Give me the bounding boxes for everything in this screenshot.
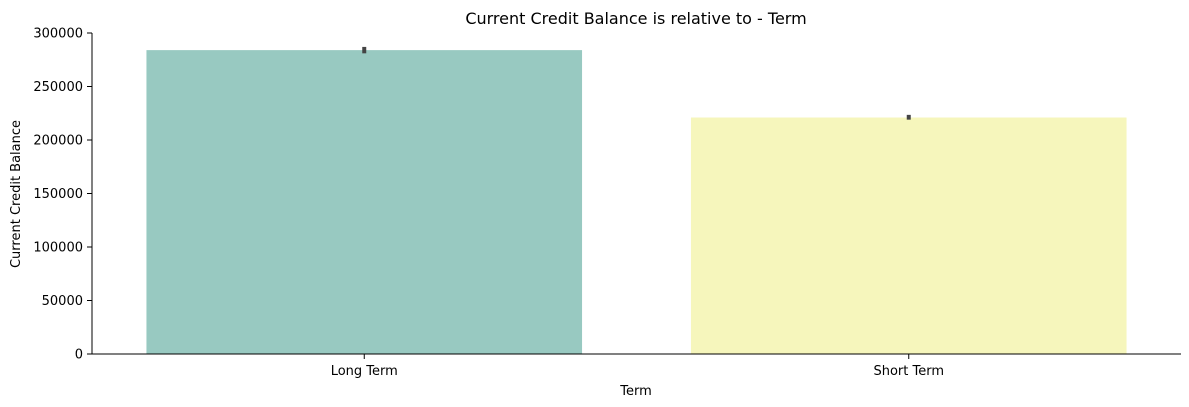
y-tick-label: 0	[75, 348, 83, 363]
y-axis-label: Current Credit Balance	[9, 120, 24, 268]
y-tick-label: 50000	[42, 294, 83, 309]
y-tick-label: 200000	[33, 134, 83, 149]
y-tick-label: 100000	[33, 241, 83, 256]
bar-short-term	[690, 117, 1127, 354]
x-tick-label: Long Term	[331, 364, 398, 379]
y-tick-label: 150000	[33, 187, 83, 202]
plot-area: 0 50000 100000 150000 200000 250000 300000 Long…	[33, 27, 1181, 379]
y-tick-label: 300000	[33, 27, 83, 42]
chart-title: Current Credit Balance is relative to - …	[465, 9, 806, 28]
x-axis-label: Term	[619, 384, 652, 399]
y-tick-label: 250000	[33, 80, 83, 95]
bar-long-term	[146, 50, 583, 355]
x-tick-label: Short Term	[873, 364, 944, 379]
